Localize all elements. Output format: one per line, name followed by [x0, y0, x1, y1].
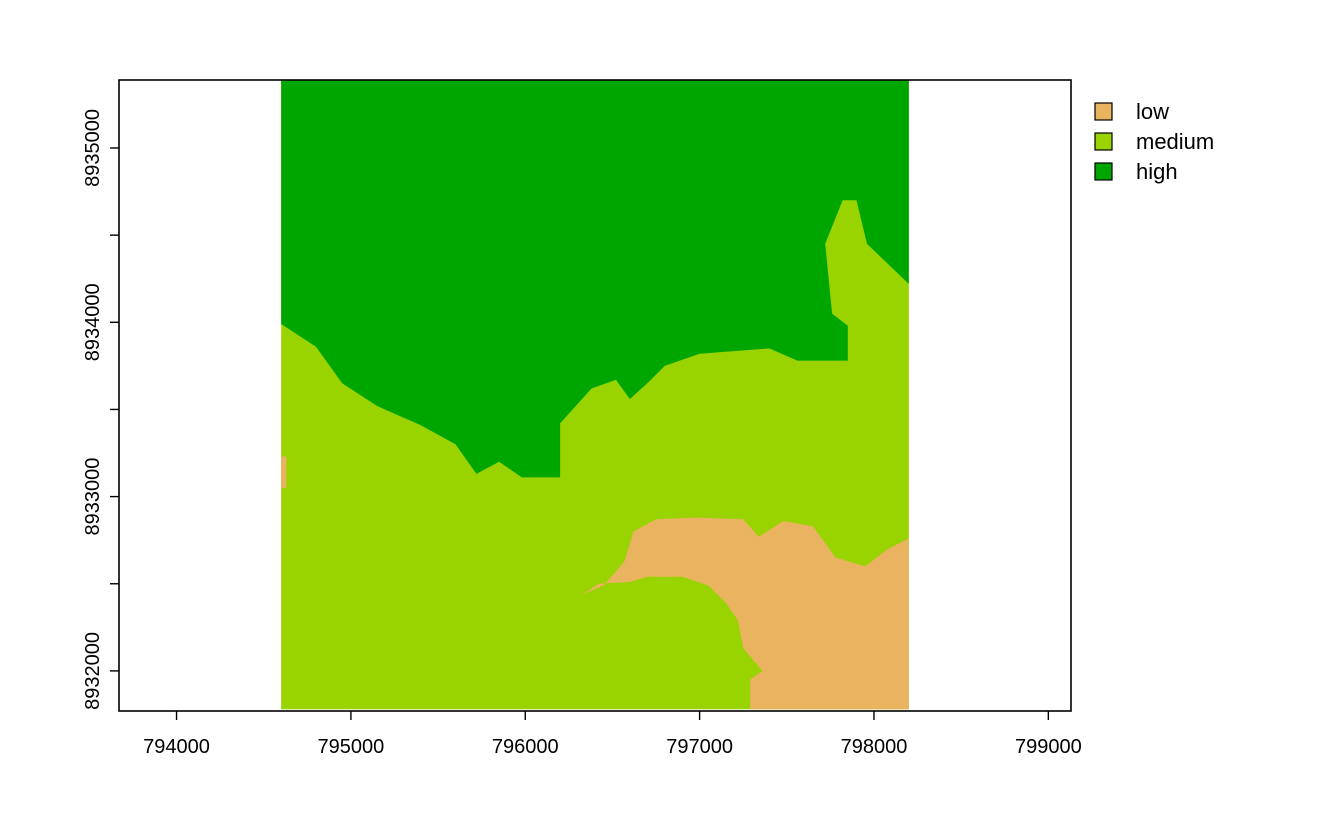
x-tick-label-0: 794000 — [143, 736, 210, 758]
legend-label-high: high — [1136, 159, 1178, 184]
raster-layer — [281, 80, 909, 710]
raster-region-low-1 — [582, 517, 909, 710]
legend-label-low: low — [1136, 99, 1169, 124]
legend: low medium high — [1094, 99, 1214, 184]
legend-swatch-medium — [1094, 132, 1113, 151]
raster-region-high-0 — [281, 80, 909, 478]
y-axis: 8932000 8933000 8934000 8935000 — [82, 109, 119, 710]
legend-label-medium: medium — [1136, 129, 1214, 154]
y-tick-label-4: 8934000 — [82, 283, 104, 361]
x-tick-label-4: 798000 — [841, 736, 908, 758]
raster-region-low-2 — [281, 456, 287, 488]
x-tick-label-2: 796000 — [492, 736, 559, 758]
y-tick-label-0: 8932000 — [82, 632, 104, 710]
plot-frame — [118, 79, 1072, 712]
y-tick-label-6: 8935000 — [82, 109, 104, 187]
x-tick-label-3: 797000 — [666, 736, 733, 758]
legend-swatch-low — [1094, 102, 1113, 121]
y-tick-label-2: 8933000 — [82, 458, 104, 536]
legend-swatch-high — [1094, 162, 1113, 181]
x-tick-label-5: 799000 — [1015, 736, 1082, 758]
x-axis: 794000 795000 796000 797000 798000 799000 — [143, 711, 1082, 758]
x-tick-label-1: 795000 — [318, 736, 385, 758]
